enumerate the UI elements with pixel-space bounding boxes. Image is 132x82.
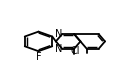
Text: F: F (36, 52, 41, 62)
Text: N: N (55, 29, 63, 39)
Text: Cl: Cl (71, 46, 80, 56)
Text: N: N (55, 44, 63, 54)
